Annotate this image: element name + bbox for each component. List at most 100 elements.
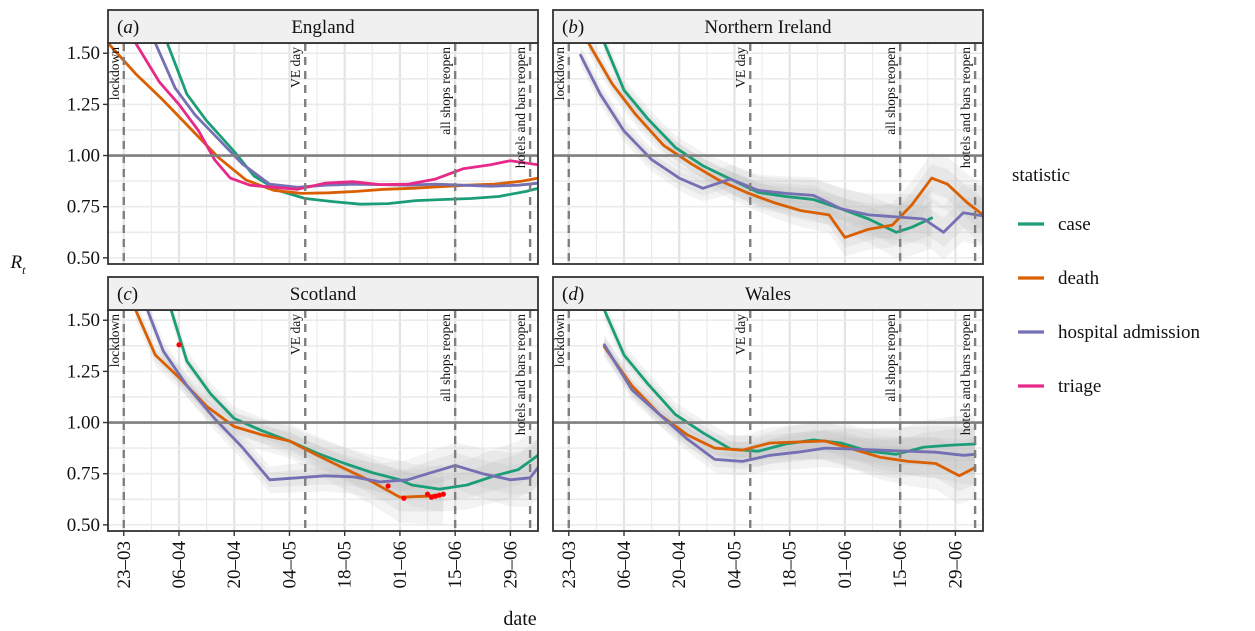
event-label-VE-day: VE day bbox=[288, 47, 303, 88]
ribbon-death bbox=[135, 310, 444, 512]
panel-tag: (b) bbox=[562, 17, 584, 38]
x-tick-label: 20–04 bbox=[224, 541, 245, 589]
series-line-case bbox=[169, 310, 538, 491]
x-tick-label: 20–04 bbox=[669, 541, 690, 589]
x-tick-label: 29–06 bbox=[945, 541, 966, 589]
legend-label-hospital-admission: hospital admission bbox=[1058, 322, 1200, 343]
panel-tag: (c) bbox=[117, 284, 138, 305]
y-tick-label: 1.00 bbox=[67, 413, 100, 434]
marker-point bbox=[401, 495, 407, 501]
legend-label-triage: triage bbox=[1058, 376, 1101, 397]
x-tick-label: 01–06 bbox=[835, 541, 856, 589]
ribbon-death bbox=[604, 336, 976, 505]
event-label-all-shops-reopen: all shops reopen bbox=[438, 314, 453, 402]
y-axis-label-main: R bbox=[10, 252, 23, 273]
panel-plot-area bbox=[108, 43, 538, 206]
ribbon-hospital-admission bbox=[604, 339, 976, 472]
legend-title: statistic bbox=[1012, 165, 1070, 186]
event-label-all-shops-reopen: all shops reopen bbox=[883, 314, 898, 402]
x-tick-label: 01–06 bbox=[390, 541, 411, 589]
series-line-death bbox=[134, 310, 445, 499]
marker-point bbox=[432, 493, 439, 499]
marker-point bbox=[436, 492, 442, 498]
panel-strip bbox=[552, 9, 984, 44]
panel-title: Wales bbox=[745, 284, 791, 305]
panel-tag-letter: d bbox=[568, 284, 578, 305]
series-line-hospital-admission bbox=[153, 43, 538, 189]
event-label-hotels-and-bars-reopen: hotels and bars reopen bbox=[958, 314, 973, 435]
panel-strip bbox=[107, 276, 539, 311]
marker-point bbox=[176, 342, 182, 348]
marker-point bbox=[440, 491, 446, 497]
y-tick-label: 1.50 bbox=[67, 43, 100, 64]
series-line-case bbox=[602, 310, 977, 456]
panel-tag-paren-open: ( bbox=[562, 17, 568, 38]
panel-tag-letter: a bbox=[123, 17, 133, 38]
y-axis-label-subscript: t bbox=[22, 263, 26, 277]
panel-plot-area bbox=[134, 310, 538, 525]
x-axis-label: date bbox=[503, 608, 536, 630]
x-tick-label: 23–03 bbox=[114, 541, 135, 589]
panel-tag-paren-open: ( bbox=[117, 17, 123, 38]
y-tick-label: 0.75 bbox=[67, 197, 100, 218]
series-line-death bbox=[587, 43, 983, 239]
event-label-all-shops-reopen: all shops reopen bbox=[438, 47, 453, 135]
ribbon-case bbox=[604, 43, 932, 259]
x-tick-label: 29–06 bbox=[500, 541, 521, 589]
ribbon-case bbox=[171, 310, 538, 502]
panel-scotland: lockdown VE day all shops reopen hotels and… bbox=[67, 276, 539, 536]
panel-title: Northern Ireland bbox=[704, 17, 832, 38]
marker-point bbox=[424, 491, 431, 497]
ribbon-death bbox=[588, 43, 983, 257]
legend-label-death: death bbox=[1058, 268, 1100, 289]
event-label-hotels-and-bars-reopen: hotels and bars reopen bbox=[958, 47, 973, 168]
y-tick-label: 0.75 bbox=[67, 464, 100, 485]
x-tick-label: 18–05 bbox=[335, 541, 356, 589]
event-label-VE-day: VE day bbox=[733, 314, 748, 355]
panel-title: England bbox=[291, 17, 355, 38]
legend: statistic case death hospital admission tri… bbox=[1012, 165, 1200, 397]
panel-tag-paren-close: ) bbox=[578, 284, 584, 305]
panel-tag-letter: c bbox=[123, 284, 132, 305]
event-label-hotels-and-bars-reopen: hotels and bars reopen bbox=[513, 47, 528, 168]
panel-tag-paren-close: ) bbox=[132, 284, 138, 305]
x-axis: 23–03 06–04 20–04 04–05 18–05 01–06 15–06 29–06… bbox=[114, 531, 966, 589]
panel-tag: (a) bbox=[117, 17, 139, 38]
y-tick-label: 0.50 bbox=[67, 248, 100, 269]
series-line-hospital-admission bbox=[146, 310, 538, 484]
panel-strip bbox=[552, 276, 984, 311]
event-label-lockdown: lockdown bbox=[107, 47, 122, 100]
panel-tag-paren-open: ( bbox=[562, 284, 568, 305]
panel-england: lockdown VE day all shops reopen hotels and… bbox=[67, 9, 539, 269]
panel-wales: lockdown VE day all shops reopen hotels and… bbox=[552, 276, 984, 532]
event-label-lockdown: lockdown bbox=[552, 314, 567, 367]
series-line-triage bbox=[134, 43, 538, 191]
event-label-lockdown: lockdown bbox=[552, 47, 567, 100]
x-tick-label: 15–06 bbox=[890, 541, 911, 589]
ribbon-hospital-admission bbox=[147, 310, 538, 507]
panel-tag: (d) bbox=[562, 284, 584, 305]
panel-background bbox=[108, 43, 538, 264]
ribbon-case bbox=[604, 310, 976, 479]
panel-northern-ireland: lockdown VE day all shops reopen hotels and… bbox=[552, 9, 984, 265]
event-label-all-shops-reopen: all shops reopen bbox=[883, 47, 898, 135]
marker-point bbox=[428, 494, 435, 500]
event-label-hotels-and-bars-reopen: hotels and bars reopen bbox=[513, 314, 528, 435]
x-tick-label: 15–06 bbox=[445, 541, 466, 589]
panel-title: Scotland bbox=[290, 284, 357, 305]
series-line-hospital-admission bbox=[579, 53, 983, 234]
x-tick-label: 04–05 bbox=[279, 541, 300, 589]
panel-strip bbox=[107, 9, 539, 44]
x-tick-label: 23–03 bbox=[559, 541, 580, 589]
y-tick-label: 1.25 bbox=[67, 361, 100, 382]
panel-tag-paren-open: ( bbox=[117, 284, 123, 305]
panels: lockdown VE day all shops reopen hotels and… bbox=[67, 9, 984, 536]
y-axis-label: Rt bbox=[10, 252, 27, 277]
panel-plot-area bbox=[602, 310, 977, 505]
ribbon-hospital-admission bbox=[580, 49, 983, 248]
y-tick-label: 1.25 bbox=[67, 94, 100, 115]
x-tick-label: 04–05 bbox=[724, 541, 745, 589]
panel-tag-letter: b bbox=[568, 17, 578, 38]
y-tick-label: 1.00 bbox=[67, 146, 100, 167]
